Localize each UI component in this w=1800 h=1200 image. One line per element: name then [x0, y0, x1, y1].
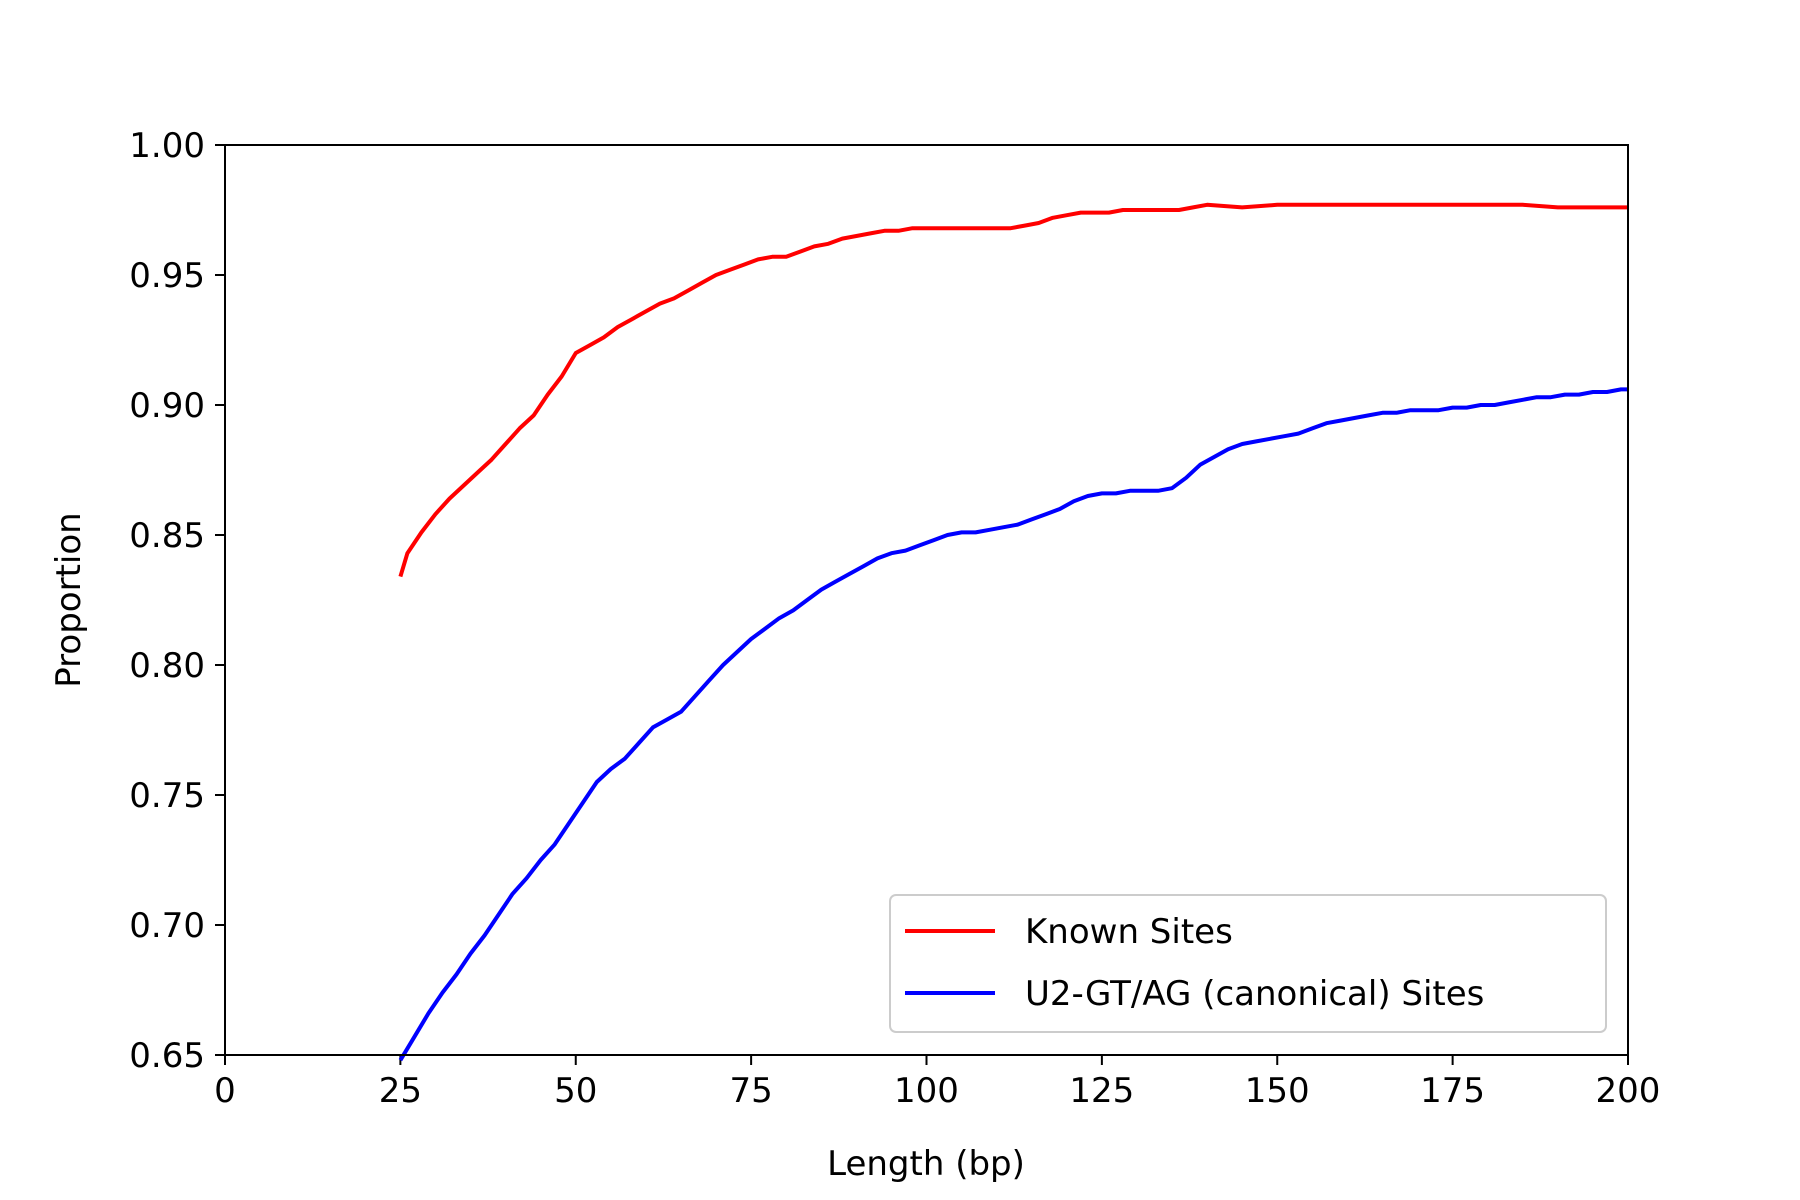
plot-frame [224, 144, 1629, 1056]
x-tick-label: 150 [1245, 1071, 1310, 1111]
series-line-u2-sites [398, 387, 1628, 1062]
legend-label-known-sites: Known Sites [1025, 912, 1233, 952]
y-tick-label: 1.00 [129, 126, 205, 166]
x-tick-label: 175 [1420, 1071, 1485, 1111]
x-tick-label: 75 [729, 1071, 772, 1111]
y-tick-label: 0.95 [129, 256, 205, 296]
y-tick-label: 0.85 [129, 516, 205, 556]
y-tick-label: 0.70 [129, 906, 205, 946]
y-axis-title: Proportion [49, 512, 89, 687]
legend-label-u2-sites: U2-GT/AG (canonical) Sites [1025, 974, 1484, 1014]
x-axis-title: Length (bp) [827, 1144, 1025, 1184]
x-tick-label: 25 [379, 1071, 422, 1111]
legend: Known Sites U2-GT/AG (canonical) Sites [889, 894, 1607, 1033]
x-tick-label: 100 [894, 1071, 959, 1111]
x-tick-label: 50 [554, 1071, 597, 1111]
legend-box [889, 894, 1607, 1033]
series-line-known-sites [398, 202, 1628, 578]
x-tick-label: 0 [214, 1071, 236, 1111]
y-tick-label: 0.75 [129, 776, 205, 816]
y-tick-label: 0.80 [129, 646, 205, 686]
axis-ticks: 0 25 50 75 100 125 150 175 200 0.65 0.70 0.75 0.80 0.… [129, 126, 1660, 1111]
x-tick-label: 125 [1069, 1071, 1134, 1111]
series-layer [398, 202, 1628, 1062]
y-tick-label: 0.65 [129, 1036, 205, 1076]
x-tick-label: 200 [1596, 1071, 1661, 1111]
y-tick-label: 0.90 [129, 386, 205, 426]
